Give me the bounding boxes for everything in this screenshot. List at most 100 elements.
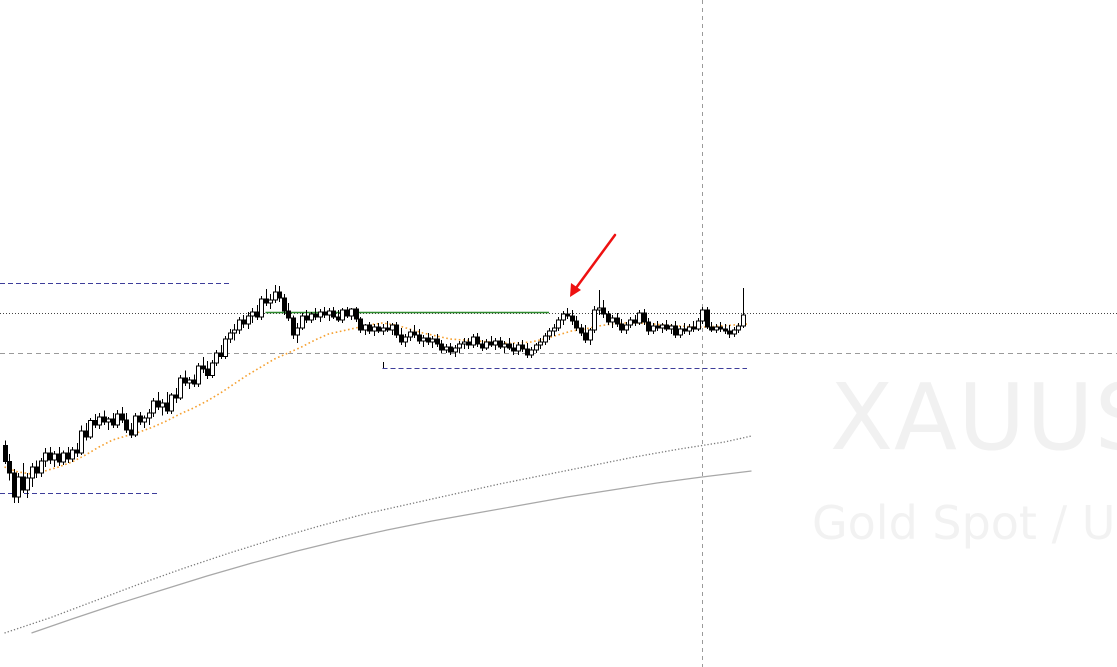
candle [484, 339, 489, 350]
candle [277, 286, 282, 302]
candle-body [273, 291, 278, 301]
candle-body [556, 319, 561, 329]
candle-body [552, 327, 557, 332]
candle [655, 321, 660, 331]
candle [106, 417, 111, 430]
candle-body [57, 453, 62, 463]
candle-body [372, 326, 377, 332]
candle [511, 343, 516, 355]
candle [727, 325, 732, 338]
candle-body [736, 325, 741, 331]
candle [228, 329, 233, 343]
candle-body [129, 429, 134, 436]
candle [421, 335, 426, 347]
candle [178, 375, 183, 400]
candle [201, 357, 206, 373]
candle [259, 296, 264, 320]
candle-body [475, 336, 480, 345]
candle [660, 323, 665, 333]
candle-body [133, 415, 138, 436]
candle-body [102, 416, 107, 423]
candle-body [421, 337, 426, 342]
candle-body [534, 344, 539, 351]
candle-body [619, 323, 624, 331]
watermark-symbol: XAUUS [830, 364, 1117, 471]
candle-body [21, 476, 26, 491]
candle-body [97, 416, 102, 426]
candle [124, 413, 129, 433]
candle [574, 316, 579, 331]
candle-body [547, 330, 552, 337]
candle [30, 463, 35, 487]
candle-body [322, 311, 327, 316]
candle-body [30, 466, 35, 479]
candle-body [439, 343, 444, 351]
candle [246, 312, 251, 329]
candle [736, 323, 741, 333]
candle-body [637, 312, 642, 324]
candle-body [48, 452, 53, 461]
candle [196, 363, 201, 387]
candle-body [241, 319, 246, 325]
candle-body [354, 308, 359, 320]
candle-body [223, 338, 228, 357]
candle [66, 447, 71, 463]
candle-body [363, 324, 368, 331]
candle-body [61, 452, 66, 463]
candle-body [237, 319, 242, 331]
candle-body [228, 332, 233, 340]
candle-body [219, 352, 224, 357]
candle-body [124, 419, 129, 431]
candle [507, 338, 512, 350]
candle [709, 322, 714, 332]
candle-body [300, 315, 305, 329]
candle-body [538, 341, 543, 346]
candle [237, 317, 242, 334]
candle-body [444, 346, 449, 351]
candle [678, 326, 683, 338]
candle [529, 347, 534, 358]
candle [601, 300, 606, 318]
arrow-shaft [574, 233, 617, 290]
candle-body [70, 449, 75, 460]
candle [673, 321, 678, 338]
candle-body [3, 445, 8, 462]
candle [394, 322, 399, 338]
candle-body [349, 308, 354, 317]
ema-fast-line [4, 322, 748, 475]
candle [493, 338, 498, 350]
candle-body [426, 337, 431, 343]
candle [304, 310, 309, 323]
candle [165, 392, 170, 414]
candle [25, 473, 30, 498]
candle [498, 337, 503, 349]
candle-body [628, 319, 633, 326]
candle [714, 324, 719, 333]
candle [556, 317, 561, 331]
candle-body [165, 402, 170, 412]
candle-body [309, 313, 314, 321]
candle-body [646, 321, 651, 332]
candle [367, 322, 372, 334]
candle-body [714, 326, 719, 331]
candle [628, 317, 633, 328]
candle-body [291, 317, 296, 336]
ma-dotted-line [4, 435, 752, 634]
candle [718, 322, 723, 332]
candle-body [268, 299, 273, 304]
candle [444, 344, 449, 353]
candle-body [498, 340, 503, 348]
candle-body [264, 298, 269, 304]
candle [57, 447, 62, 466]
candle-body [336, 316, 341, 321]
candle-body [673, 325, 678, 336]
candle-body [259, 298, 264, 318]
candle [633, 315, 638, 326]
candle [376, 323, 381, 333]
candle [435, 334, 440, 347]
candle-body [484, 341, 489, 349]
candle [399, 328, 404, 345]
candle-body [255, 311, 260, 318]
candle-body [430, 338, 435, 343]
